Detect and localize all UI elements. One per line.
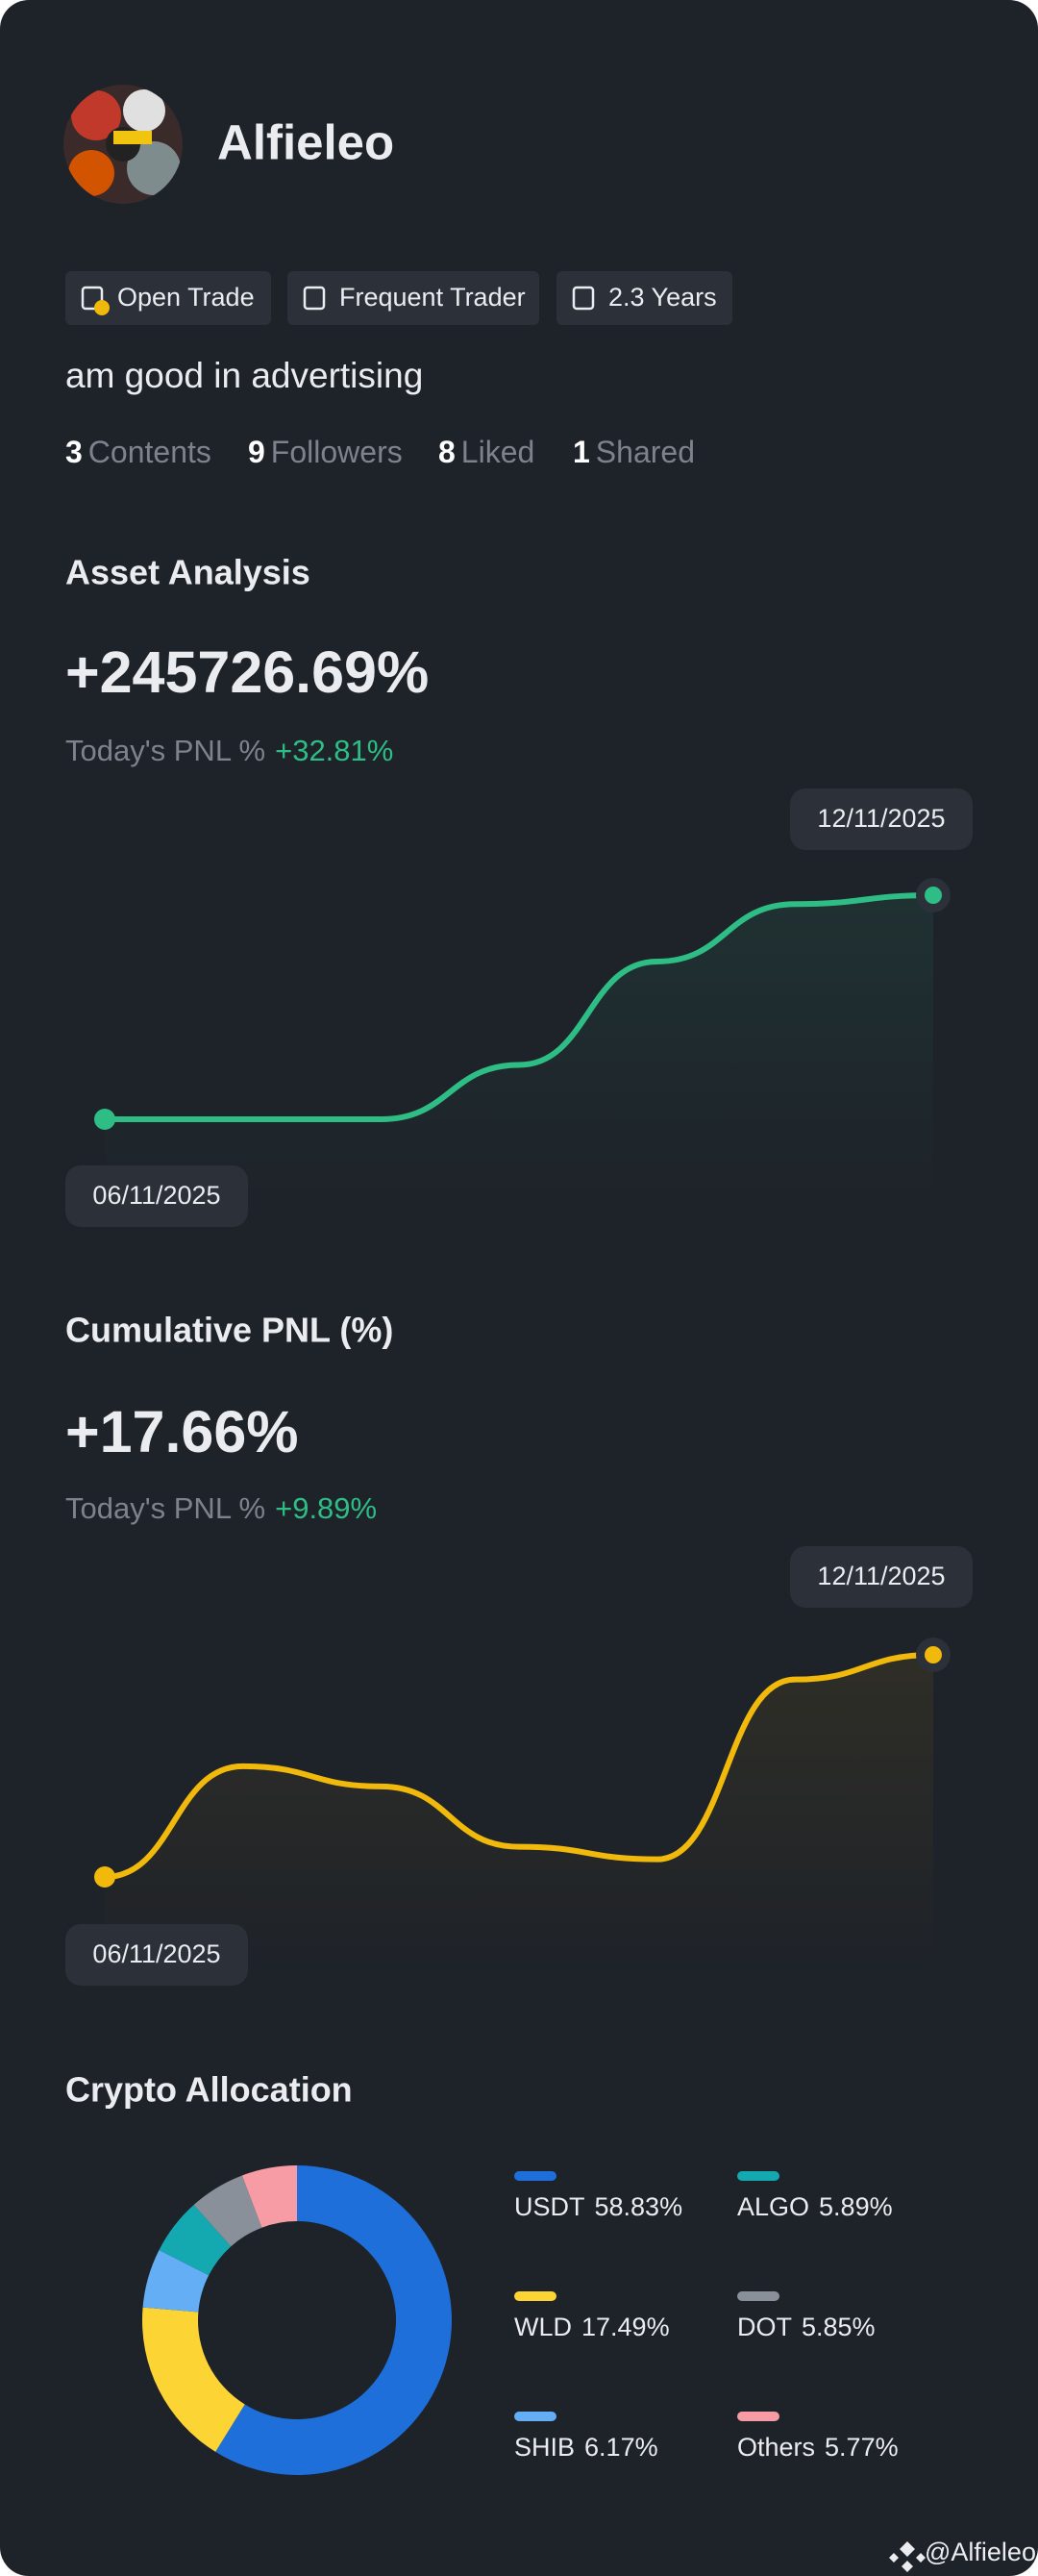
legend-entry: WLD 17.49% (514, 2313, 670, 2341)
legend-entry: USDT 58.83% (514, 2192, 682, 2221)
badge-label: Open Trade (117, 283, 255, 312)
stat-label: Shared (596, 435, 695, 469)
badge[interactable] (287, 271, 539, 325)
bio: am good in advertising (65, 356, 423, 395)
legend-name: ALGO (737, 2192, 809, 2221)
section-title: Asset Analysis (65, 553, 310, 592)
donut-slice (142, 2307, 245, 2452)
stat-count: 9 (248, 435, 265, 469)
stat: 8 Liked (438, 435, 534, 469)
user-name: Alfieleo (217, 114, 394, 169)
legend-swatch (737, 2412, 779, 2421)
legend-name: Others (737, 2433, 815, 2462)
line (102, 1652, 936, 1880)
stat-label: Contents (88, 435, 211, 469)
badges: Open Trade Frequent Trader 2.3 Years (65, 271, 732, 325)
legend-entry: ALGO 5.89% (737, 2192, 893, 2221)
point (94, 1866, 115, 1888)
legend-entry: SHIB 6.17% (514, 2433, 658, 2462)
legend-value: 5.77% (825, 2433, 899, 2462)
badge[interactable] (556, 271, 732, 325)
stats: 3 Contents 9 Followers 8 Liked 1 Shared (65, 435, 695, 469)
legend-value: 5.85% (802, 2313, 876, 2341)
section-title: Cumulative PNL (%) (65, 1311, 393, 1350)
legend-name: SHIB (514, 2433, 575, 2462)
badge-icon-check (94, 300, 110, 315)
pnl-line: Today's PNL % +9.89% (65, 1491, 377, 1525)
donut-slice (215, 2165, 452, 2475)
legend-swatch (514, 2412, 556, 2421)
stat: 3 Contents (65, 435, 211, 469)
legend-name: WLD (514, 2313, 572, 2341)
badge-label: Frequent Trader (339, 283, 526, 312)
line (102, 892, 936, 1123)
pnl-line: Today's PNL % +32.81% (65, 734, 393, 767)
stat-count: 1 (573, 435, 590, 469)
badge-icon (303, 286, 326, 311)
pnl-value: +32.81% (275, 734, 393, 767)
headline-value: +17.66% (65, 1399, 299, 1464)
date-label: 12/11/2025 (817, 804, 945, 833)
donut-slice (193, 2175, 262, 2247)
point (925, 887, 942, 904)
legend-swatch (514, 2291, 556, 2301)
pnl-label: Today's PNL % (65, 1491, 265, 1525)
badge-icon (572, 286, 595, 311)
legend-swatch (514, 2171, 556, 2181)
badge-icon (81, 286, 104, 311)
legend-swatch (737, 2291, 779, 2301)
watermark: @Alfieleo (889, 2538, 1036, 2572)
legend-value: 6.17% (584, 2433, 658, 2462)
legend-value: 17.49% (581, 2313, 670, 2341)
stat-label: Followers (271, 435, 403, 469)
legend-entry: DOT 5.85% (737, 2313, 876, 2341)
legend-name: USDT (514, 2192, 585, 2221)
date-label: 06/11/2025 (92, 1181, 220, 1210)
point (925, 1646, 942, 1663)
donut-slice (159, 2205, 232, 2276)
legend-swatch (737, 2171, 779, 2181)
legend-name: DOT (737, 2313, 792, 2341)
headline-value: +245726.69% (65, 639, 429, 705)
date-pill (65, 1165, 248, 1227)
date-label: 06/11/2025 (92, 1939, 220, 1968)
section-title: Crypto Allocation (65, 2070, 353, 2110)
legend-value: 58.83% (595, 2192, 683, 2221)
stat: 9 Followers (248, 435, 403, 469)
stat: 1 Shared (573, 435, 695, 469)
area (105, 1655, 933, 1972)
stat-count: 8 (438, 435, 456, 469)
donut-slice (241, 2165, 297, 2228)
donut-slice (142, 2249, 210, 2313)
stat-count: 3 (65, 435, 83, 469)
legend-value: 5.89% (819, 2192, 893, 2221)
date-pill (790, 788, 973, 850)
date-pill (65, 1924, 248, 1986)
pnl-value: +9.89% (275, 1491, 377, 1525)
legend-entry: Others 5.77% (737, 2433, 899, 2462)
stat-label: Liked (461, 435, 535, 469)
date-label: 12/11/2025 (817, 1562, 945, 1590)
avatar[interactable] (63, 85, 183, 204)
pnl-label: Today's PNL % (65, 734, 265, 767)
badge-label: 2.3 Years (608, 283, 717, 312)
area (105, 895, 933, 1216)
badge[interactable] (65, 271, 271, 325)
date-pill (790, 1546, 973, 1608)
point (94, 1109, 115, 1130)
watermark-text: @Alfieleo (925, 2538, 1036, 2566)
